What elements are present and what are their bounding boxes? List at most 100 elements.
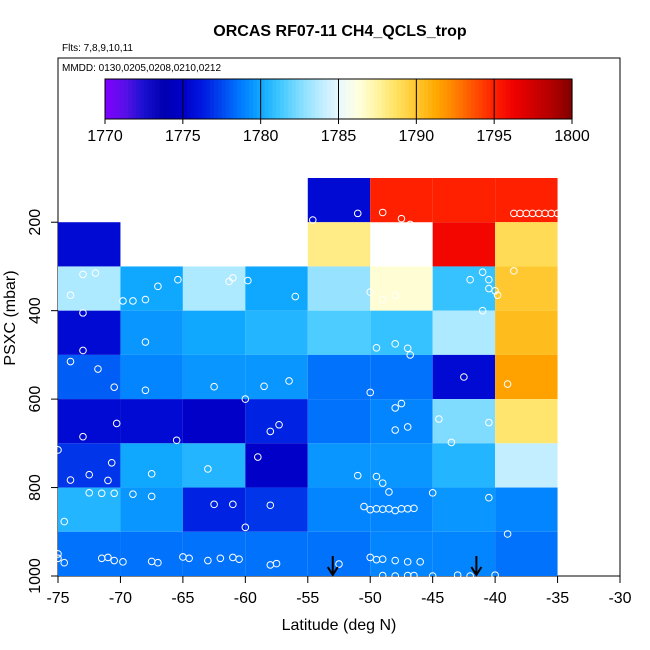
heatmap-cell [307,222,371,267]
heatmap-cell [370,487,433,532]
data-point [119,297,127,305]
x-tick-label: -55 [296,590,319,607]
data-point [154,558,162,567]
colorbar-segment [482,79,487,119]
colorbar-segment [564,79,569,119]
colorbar-segment [225,79,231,119]
data-point [503,380,512,388]
heatmap-cell [182,310,246,355]
colorbar-segment [182,79,188,119]
x-tick-label: -35 [546,590,569,607]
data-point [66,291,75,299]
data-point [235,555,243,563]
colorbar-segment [385,79,390,119]
colorbar-segment [517,79,523,119]
data-point [141,338,150,346]
data-point [54,550,62,558]
data-point [391,556,400,565]
heatmap-cell [120,354,183,400]
data-point [104,476,112,485]
heatmap-cell [182,399,246,444]
x-tick-label: -40 [484,590,507,607]
heatmap-cell [432,266,496,311]
colorbar-segment [498,79,503,119]
data-point [510,267,518,275]
arrow-marker [470,556,483,577]
colorbar-segment [132,79,137,119]
colorbar-segment [486,79,491,119]
colorbar-segment [521,79,526,119]
colorbar-segment [307,79,312,119]
data-point [366,388,375,397]
colorbar-segment [256,79,262,119]
colorbar-segment [108,79,114,119]
data-point [97,489,106,498]
data-point [335,560,343,568]
data-point [174,275,182,284]
heatmap-cells [58,178,558,576]
colorbar-segment [105,79,110,119]
heatmap-cell [58,487,121,532]
data-point [147,470,156,478]
colorbar-segment [237,79,242,119]
colorbar-segment [194,79,199,119]
colorbar-segment [505,79,511,119]
data-point [391,340,400,348]
heatmap-cell [432,222,496,267]
heatmap-cell [245,310,308,355]
heatmap-cell [120,531,183,576]
heatmap-cell [120,443,183,488]
colorbar-segment [202,79,207,119]
colorbar-segment [548,79,554,119]
heatmap-cell [432,531,496,576]
x-tick-label: -30 [608,590,631,607]
data-point [141,386,150,395]
x-tick-label: -75 [46,590,69,607]
data-point [372,472,381,481]
dates-subtitle: MMDD: 0130,0205,0208,0210,0212 [62,63,221,74]
colorbar-segment [346,79,351,119]
colorbar-segment [501,79,507,119]
colorbar-segment [163,79,168,119]
data-point [275,420,283,429]
colorbar-segment [241,79,246,119]
colorbar-segment [190,79,196,119]
data-point [94,365,102,373]
data-point [79,309,87,317]
colorbar-segment [159,79,164,119]
data-point [466,275,474,284]
colorbar-segment [124,79,129,119]
data-point [478,306,487,315]
data-point [254,453,262,461]
heatmap-cell [182,443,246,488]
colorbar-segment [245,79,250,119]
x-axis: -75 -70 -65 -60 -55 -50 -45 -40 -35 -30 [46,576,632,607]
data-point [291,292,300,301]
colorbar-segment [365,79,371,119]
heatmap-cell [182,266,246,311]
colorbar-segment [178,79,184,119]
colorbar-segment [206,79,211,119]
y-tick-label: 1000 [27,558,44,594]
colorbar-segment [326,79,332,119]
heatmap-cell [495,443,558,488]
heatmap-cell [245,354,308,400]
data-point [79,346,87,355]
data-point [244,276,252,285]
colorbar-segment [447,79,452,119]
heatmap-cell [495,310,558,355]
colorbar-segment [466,79,472,119]
x-axis-label: Latitude (deg N) [282,617,397,634]
data-point [266,501,275,510]
colorbar-segment [412,79,417,119]
data-point [266,427,275,436]
colorbar-segment [334,79,340,119]
data-point [397,399,406,408]
colorbar-segment [560,79,565,119]
colorbar-segment [315,79,320,119]
data-point [272,559,281,568]
colorbar-segment [470,79,476,119]
colorbar-segment [525,79,530,119]
colorbar-ticks: 1770 1775 1780 1785 1790 1795 1800 [87,79,590,145]
